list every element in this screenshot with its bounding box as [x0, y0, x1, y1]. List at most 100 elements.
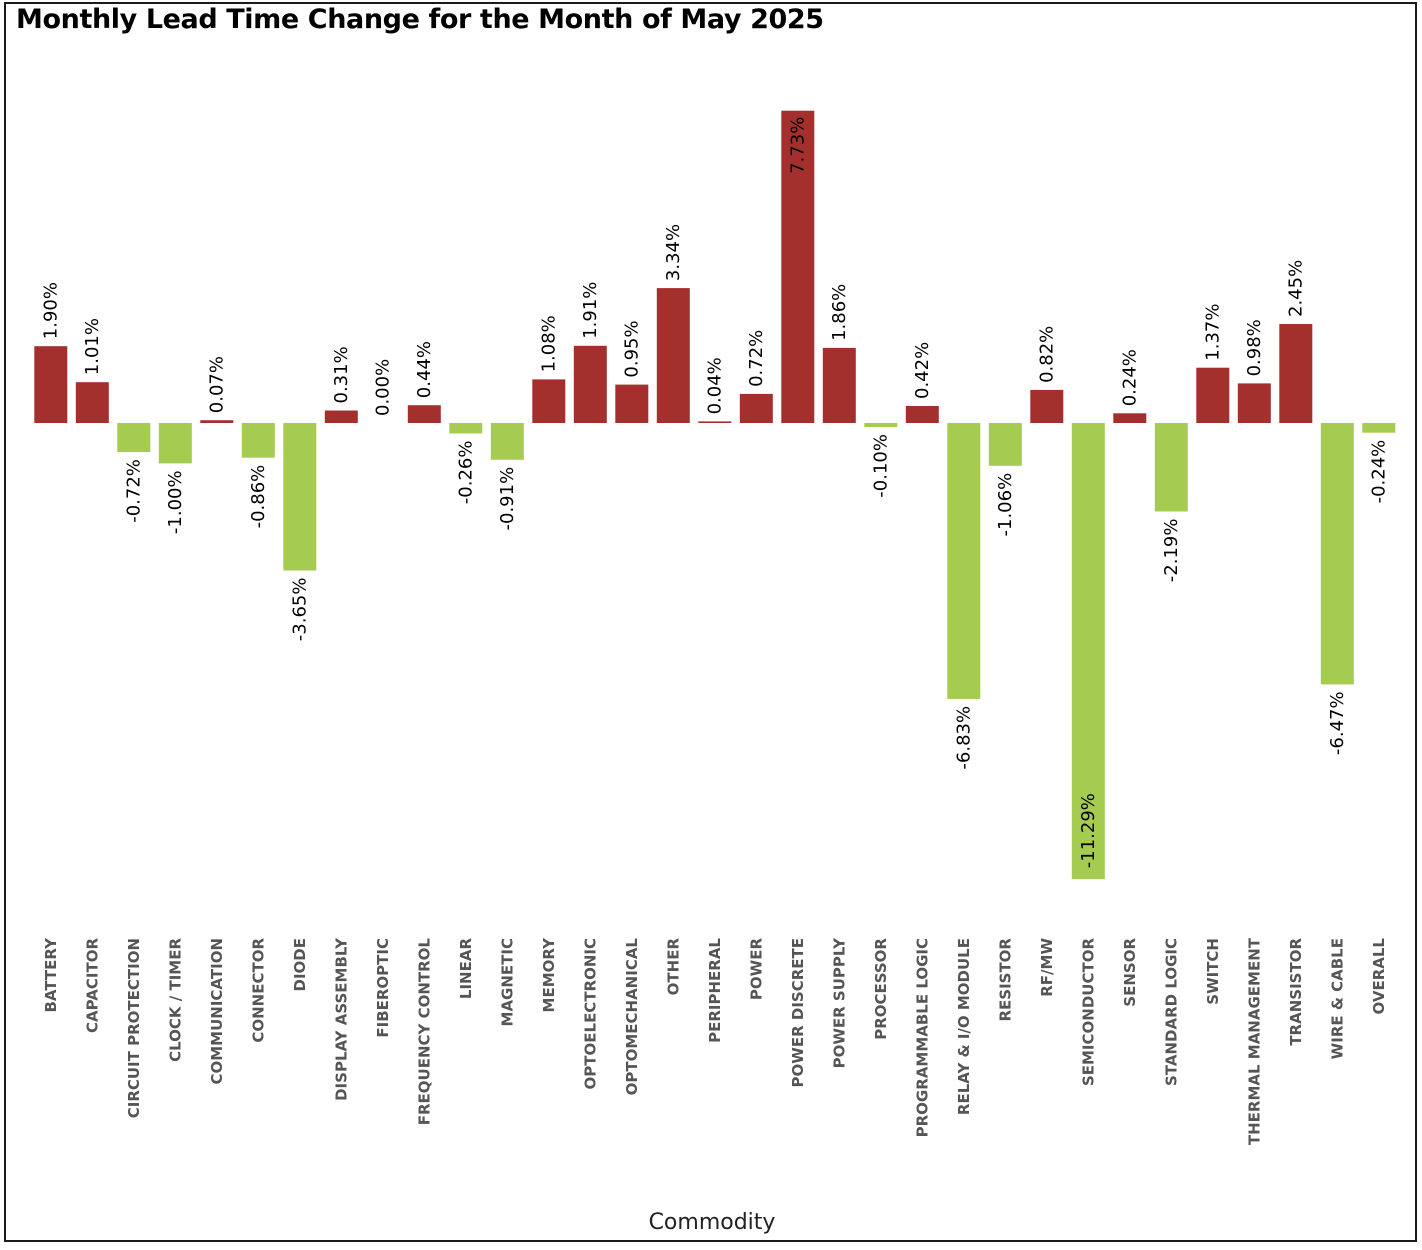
category-label-wire-cable: WIRE & CABLE: [1328, 938, 1346, 1059]
category-label-relay-i-o-module: RELAY & I/O MODULE: [955, 938, 973, 1115]
bar-relay-i-o-module: [947, 423, 981, 699]
x-axis-title: Commodity: [649, 1210, 776, 1235]
value-label-connector: -0.86%: [248, 465, 269, 529]
bar-thermal-management: [1237, 383, 1271, 423]
category-label-standard-logic: STANDARD LOGIC: [1162, 938, 1180, 1086]
category-label-display-assembly: DISPLAY ASSEMBLY: [332, 937, 350, 1101]
bar-optomechanical: [615, 384, 649, 423]
category-label-power: POWER: [747, 938, 765, 1001]
value-label-linear: -0.26%: [455, 441, 476, 505]
bar-circuit-protection: [117, 423, 151, 453]
value-label-transistor: 2.45%: [1285, 260, 1306, 317]
category-label-sensor: SENSOR: [1121, 938, 1139, 1007]
category-label-circuit-protection: CIRCUIT PROTECTION: [125, 938, 143, 1118]
bar-diode: [283, 423, 317, 571]
bar-power-supply: [822, 347, 856, 423]
value-label-peripheral: 0.04%: [704, 357, 725, 414]
value-label-memory: 1.08%: [538, 315, 559, 372]
value-label-switch: 1.37%: [1202, 304, 1223, 361]
value-label-power-supply: 1.86%: [829, 284, 850, 341]
bar-battery: [34, 346, 68, 423]
value-label-relay-i-o-module: -6.83%: [953, 706, 974, 770]
bar-peripheral: [698, 421, 732, 423]
category-label-programmable-logic: PROGRAMMABLE LOGIC: [913, 938, 931, 1137]
category-label-transistor: TRANSISTOR: [1287, 938, 1305, 1046]
value-label-circuit-protection: -0.72%: [123, 459, 144, 523]
bar-connector: [241, 423, 275, 458]
category-label-magnetic: MAGNETIC: [498, 938, 516, 1026]
category-label-processor: PROCESSOR: [872, 938, 890, 1040]
bar-standard-logic: [1154, 423, 1188, 512]
category-label-overall: OVERALL: [1370, 938, 1388, 1015]
bar-power: [739, 393, 773, 423]
category-label-resistor: RESISTOR: [996, 938, 1014, 1022]
value-label-resistor: -1.06%: [995, 473, 1016, 537]
category-label-power-discrete: POWER DISCRETE: [789, 938, 807, 1087]
bar-overall: [1362, 423, 1396, 433]
category-label-linear: LINEAR: [457, 938, 475, 1000]
bar-optoelectronic: [573, 345, 607, 423]
bar-power-discrete: [781, 110, 815, 423]
bar-transistor: [1279, 324, 1313, 423]
bar-linear: [449, 423, 483, 434]
value-label-capacitor: 1.01%: [82, 318, 103, 375]
value-label-processor: -0.10%: [870, 434, 891, 498]
bar-switch: [1196, 367, 1230, 423]
value-label-frequency-control: 0.44%: [414, 341, 435, 398]
chart-frame: [4, 2, 1417, 1242]
bar-programmable-logic: [905, 406, 939, 423]
value-label-display-assembly: 0.31%: [331, 346, 352, 403]
bar-communication: [200, 420, 234, 423]
category-label-connector: CONNECTOR: [249, 938, 267, 1043]
value-label-fiberoptic: 0.00%: [372, 359, 393, 416]
category-label-communication: COMMUNICATION: [208, 938, 226, 1085]
bar-clock-timer: [158, 423, 192, 464]
bar-frequency-control: [407, 405, 441, 423]
category-label-diode: DIODE: [291, 938, 309, 991]
value-label-other: 3.34%: [663, 224, 684, 281]
category-label-optoelectronic: OPTOELECTRONIC: [581, 938, 599, 1089]
value-label-clock-timer: -1.00%: [165, 470, 186, 534]
bar-sensor: [1113, 413, 1147, 423]
value-label-wire-cable: -6.47%: [1327, 691, 1348, 755]
value-label-programmable-logic: 0.42%: [912, 342, 933, 399]
value-label-overall: -0.24%: [1368, 440, 1389, 504]
category-label-switch: SWITCH: [1204, 938, 1222, 1005]
bar-display-assembly: [324, 410, 358, 423]
bar-capacitor: [75, 382, 109, 423]
category-label-peripheral: PERIPHERAL: [706, 938, 724, 1043]
value-label-optoelectronic: 1.91%: [580, 282, 601, 339]
category-label-clock-timer: CLOCK / TIMER: [166, 938, 184, 1062]
bar-processor: [864, 423, 898, 427]
chart-title: Monthly Lead Time Change for the Month o…: [16, 4, 824, 35]
category-label-rf-mw: RF/MW: [1038, 938, 1056, 997]
bar-wire-cable: [1320, 423, 1354, 685]
category-label-fiberoptic: FIBEROPTIC: [374, 938, 392, 1038]
category-label-other: OTHER: [664, 938, 682, 996]
bar-memory: [532, 379, 566, 423]
bar-semiconductor: [1071, 423, 1105, 880]
bar-resistor: [988, 423, 1022, 466]
value-label-battery: 1.90%: [40, 282, 61, 339]
value-label-semiconductor: -11.29%: [1078, 793, 1099, 868]
value-label-thermal-management: 0.98%: [1244, 319, 1265, 376]
category-label-battery: BATTERY: [42, 937, 60, 1013]
category-label-optomechanical: OPTOMECHANICAL: [623, 938, 641, 1096]
value-label-rf-mw: 0.82%: [1036, 326, 1057, 383]
category-label-capacitor: CAPACITOR: [83, 938, 101, 1033]
bar-magnetic: [490, 423, 524, 460]
bar-rf-mw: [1030, 389, 1064, 423]
category-label-frequency-control: FREQUENCY CONTROL: [415, 938, 433, 1126]
category-label-semiconductor: SEMICONDUCTOR: [1079, 938, 1097, 1086]
value-label-diode: -3.65%: [289, 578, 310, 642]
value-label-sensor: 0.24%: [1119, 349, 1140, 406]
value-label-optomechanical: 0.95%: [621, 320, 642, 377]
category-label-thermal-management: THERMAL MANAGEMENT: [1245, 937, 1263, 1145]
value-label-magnetic: -0.91%: [497, 467, 518, 531]
value-label-power: 0.72%: [746, 330, 767, 387]
value-label-power-discrete: 7.73%: [787, 117, 808, 174]
value-label-communication: 0.07%: [206, 356, 227, 413]
bar-other: [656, 288, 690, 423]
category-label-power-supply: POWER SUPPLY: [830, 937, 848, 1069]
